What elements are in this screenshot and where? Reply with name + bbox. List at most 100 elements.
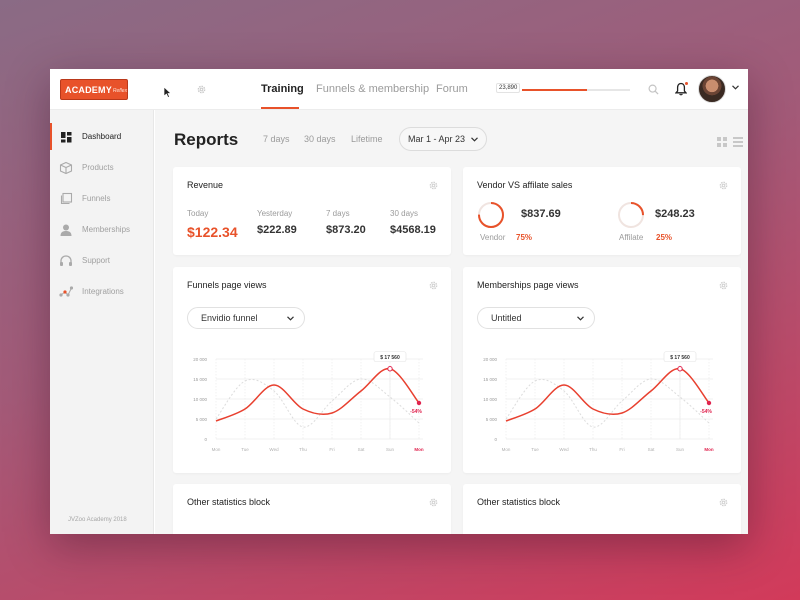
funnels-chart-card: Funnels page views Envidio funnel 20 000…	[173, 267, 451, 473]
x-tick-label: Sun	[676, 447, 685, 452]
x-tick-label: Wed	[269, 447, 279, 452]
sidebar-item-funnels[interactable]: Funnels	[50, 185, 154, 212]
active-tab-indicator	[261, 107, 299, 109]
funnel-select[interactable]: Envidio funnel	[187, 307, 305, 329]
stat-value-7-days: $873.20	[326, 224, 366, 236]
search-icon[interactable]	[648, 84, 659, 95]
top-bar: ACADEMY Reflex Training Funnels & member…	[50, 69, 748, 110]
sidebar-item-integrations[interactable]: Integrations	[50, 278, 154, 305]
notification-badge	[684, 81, 689, 86]
sidebar-item-products[interactable]: Products	[50, 154, 154, 181]
y-tick-label: 0	[204, 437, 207, 442]
x-tick-label: Fri	[619, 447, 624, 452]
stat-value-yesterday: $222.89	[257, 224, 297, 236]
date-range-picker[interactable]: Mar 1 - Apr 23	[399, 127, 487, 151]
x-tick-label: Tue	[531, 447, 539, 452]
affiliate-donut-arc	[618, 202, 644, 228]
range-30-days[interactable]: 30 days	[304, 134, 336, 144]
gear-icon[interactable]	[428, 280, 439, 291]
x-tick-label: Fri	[329, 447, 334, 452]
user-icon	[60, 224, 72, 236]
logo-subtext: Reflex	[112, 88, 128, 94]
funnel-select-value: Envidio funnel	[201, 313, 258, 323]
x-tick-label: Sat	[648, 447, 656, 452]
x-tick-label: Thu	[589, 447, 597, 452]
y-tick-label: 15 000	[193, 377, 207, 382]
vendor-value: $837.69	[521, 208, 561, 220]
stat-value-30-days: $4568.19	[390, 224, 436, 236]
gear-icon[interactable]	[718, 180, 729, 191]
peak-point	[387, 366, 393, 372]
membership-select[interactable]: Untitled	[477, 307, 595, 329]
stat-label: Today	[187, 209, 209, 218]
memberships-chart-card: Memberships page views Untitled 20 000 15…	[463, 267, 741, 473]
other-statistics-card-1: Other statistics block	[173, 484, 451, 534]
x-tick-label: Sat	[358, 447, 366, 452]
gear-icon[interactable]	[718, 497, 729, 508]
sidebar: Dashboard Products Funnels Memberships S…	[50, 110, 154, 534]
sidebar-item-support[interactable]: Support	[50, 247, 154, 274]
tab-funnels-membership[interactable]: Funnels & membership	[316, 83, 430, 95]
series-line-primary	[505, 368, 710, 422]
headset-icon	[60, 255, 72, 266]
y-tick-label: 5 000	[486, 417, 498, 422]
end-point	[706, 400, 712, 406]
list-view-icon[interactable]	[733, 137, 743, 147]
change-label: -54%	[700, 409, 712, 415]
stat-label: 7 days	[326, 209, 350, 218]
card-title: Other statistics block	[187, 497, 271, 507]
card-title: Memberships page views	[477, 280, 579, 290]
tab-training[interactable]: Training	[261, 83, 304, 95]
gear-icon[interactable]	[718, 280, 729, 291]
avatar[interactable]	[698, 75, 726, 103]
box-icon	[59, 161, 73, 175]
stat-label: Yesterday	[257, 209, 293, 218]
sidebar-item-memberships[interactable]: Memberships	[50, 216, 154, 243]
stat-value-today: $122.34	[187, 224, 238, 240]
tab-forum[interactable]: Forum	[436, 83, 468, 95]
sidebar-item-label: Dashboard	[82, 132, 122, 141]
vendor-label: Vendor	[480, 233, 506, 242]
progress-value: 23,890	[496, 83, 521, 93]
layers-icon	[60, 192, 73, 205]
y-tick-label: 0	[494, 437, 497, 442]
sidebar-item-dashboard[interactable]: Dashboard	[50, 123, 154, 150]
dashboard-icon	[61, 132, 72, 143]
peak-tooltip-label: $ 17 560	[380, 355, 400, 361]
range-7-days[interactable]: 7 days	[263, 134, 290, 144]
app-window: ACADEMY Reflex Training Funnels & member…	[50, 69, 748, 534]
date-range-label: Mar 1 - Apr 23	[407, 134, 466, 144]
affiliate-donut	[618, 202, 644, 228]
card-title: Revenue	[187, 180, 224, 190]
sidebar-item-label: Funnels	[82, 194, 111, 203]
sidebar-item-label: Support	[82, 256, 111, 265]
x-tick-label: Sun	[386, 447, 395, 452]
academy-logo[interactable]: ACADEMY Reflex	[60, 79, 128, 100]
series-line-secondary	[505, 378, 710, 428]
y-tick-label: 20 000	[483, 357, 497, 362]
stat-label: 30 days	[390, 209, 419, 218]
y-tick-label: 5 000	[196, 417, 208, 422]
logo-text: ACADEMY	[65, 84, 112, 95]
bell-icon[interactable]	[675, 82, 687, 96]
gear-icon[interactable]	[428, 497, 439, 508]
other-statistics-card-2: Other statistics block	[463, 484, 741, 534]
chevron-down-icon[interactable]	[732, 85, 739, 90]
series-line-secondary	[215, 378, 420, 428]
gear-icon[interactable]	[428, 180, 439, 191]
y-tick-label: 10 000	[193, 397, 207, 402]
vendor-percent: 75%	[516, 233, 533, 242]
series-line-primary	[215, 368, 420, 422]
end-point	[416, 400, 422, 406]
vendor-donut-arc	[478, 202, 504, 228]
x-tick-label: Mon	[414, 447, 423, 452]
range-lifetime[interactable]: Lifetime	[351, 134, 383, 144]
grid-view-icon[interactable]	[717, 137, 727, 147]
sidebar-item-label: Memberships	[82, 225, 131, 234]
gear-icon[interactable]	[196, 84, 207, 95]
progress-bar	[522, 89, 630, 91]
revenue-card: Revenue Today $122.34 Yesterday $222.89 …	[173, 167, 451, 255]
vendor-donut	[478, 202, 504, 228]
membership-select-value: Untitled	[491, 313, 522, 323]
card-title: Funnels page views	[187, 280, 267, 290]
